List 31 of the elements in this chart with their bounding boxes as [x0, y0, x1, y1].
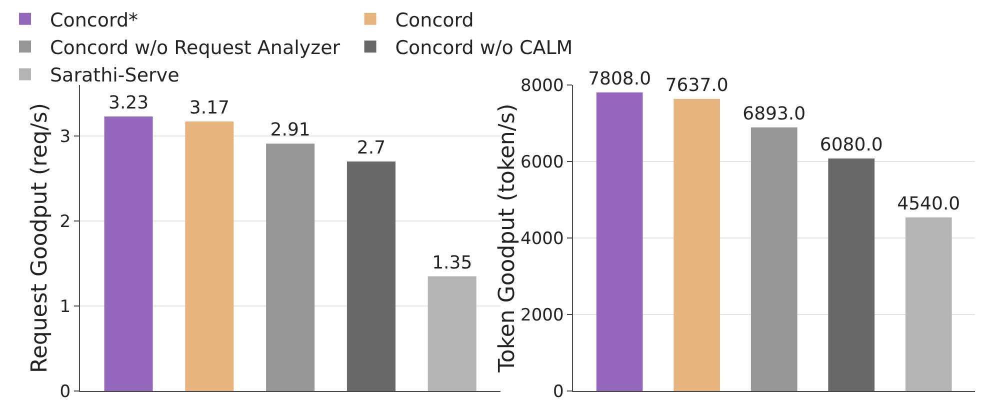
- bar: [596, 92, 643, 391]
- bar: [750, 127, 798, 391]
- data-label: 3.17: [189, 98, 230, 119]
- data-label: 6893.0: [742, 103, 806, 124]
- legend-label: Concord w/o Request Analyzer: [50, 36, 340, 59]
- data-label: 2.7: [356, 138, 386, 158]
- y-axis-title: Token Goodput (token/s): [495, 104, 520, 374]
- legend-label: Concord*: [50, 9, 138, 32]
- y-tick-label: 2: [60, 212, 71, 232]
- y-tick-label: 6000: [520, 152, 564, 172]
- data-label: 1.35: [432, 252, 472, 274]
- y-tick-label: 4000: [520, 228, 564, 249]
- data-label: 2.91: [270, 120, 310, 141]
- data-label: 7808.0: [588, 68, 652, 90]
- bar: [674, 98, 720, 391]
- data-label: 4540.0: [897, 193, 960, 214]
- data-label: 7637.0: [665, 74, 728, 96]
- legend-label: Sarathi-Serve: [50, 64, 180, 87]
- bar: [828, 158, 875, 391]
- data-label: 3.23: [108, 92, 149, 114]
- bar: [905, 217, 952, 391]
- legend-label: Concord: [395, 9, 474, 32]
- y-tick-label: 1: [60, 296, 71, 317]
- y-tick-label: 2000: [520, 305, 564, 326]
- y-axis-title: Request Goodput (req/s): [28, 103, 53, 373]
- data-label: 6080.0: [820, 134, 883, 156]
- legend-label: Concord w/o CALM: [395, 36, 573, 59]
- y-tick-label: 0: [60, 382, 71, 402]
- y-tick-label: 8000: [520, 76, 564, 96]
- y-tick-label: 3: [60, 126, 71, 147]
- y-tick-label: 0: [552, 382, 564, 402]
